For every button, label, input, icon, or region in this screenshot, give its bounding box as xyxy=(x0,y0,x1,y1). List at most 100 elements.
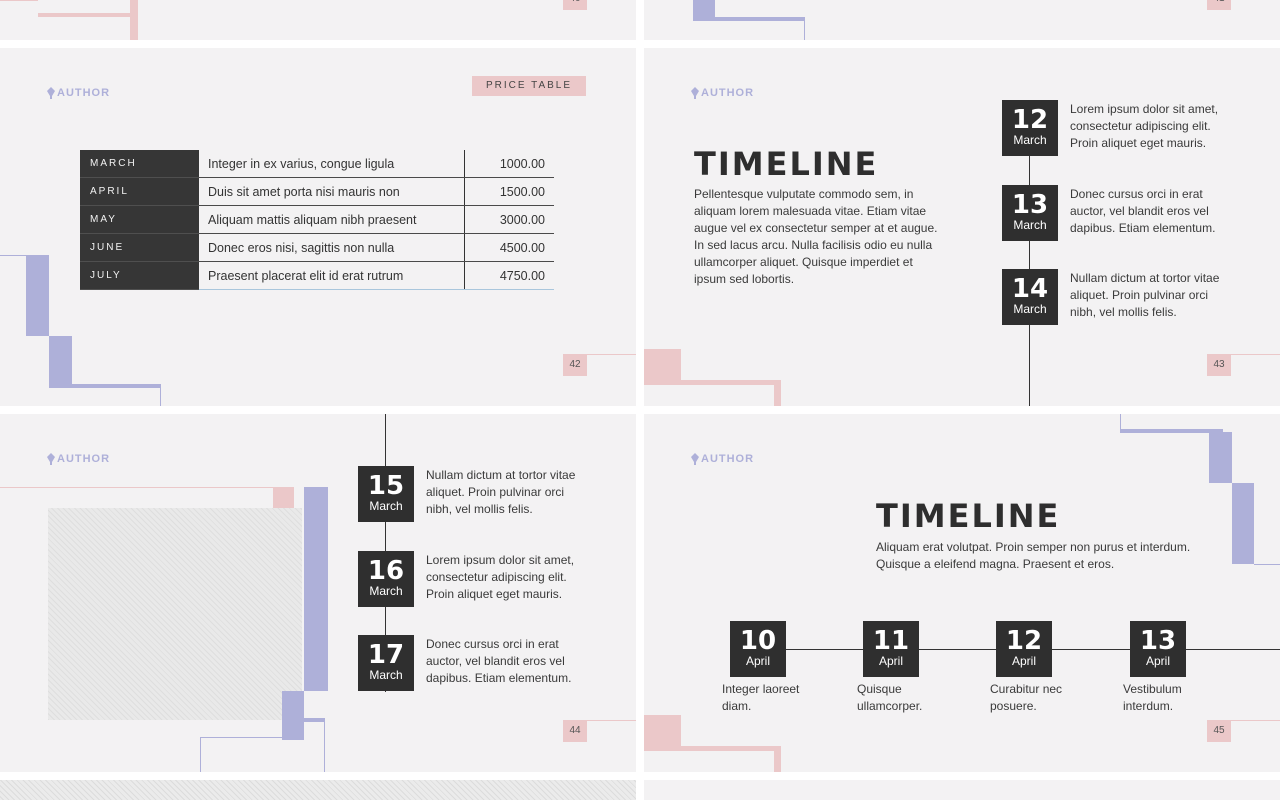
page-number: 40 xyxy=(563,0,587,10)
slide-thumbnail-40[interactable]: 40 xyxy=(0,0,636,40)
page-number: 44 xyxy=(563,720,587,742)
date-badge: 17 March xyxy=(358,635,414,691)
pink-block xyxy=(644,349,681,385)
lavender-block xyxy=(282,691,304,740)
description-cell: Donec eros nisi, sagittis non nulla xyxy=(199,234,465,261)
body-text: Aliquam erat volutpat. Proin semper non … xyxy=(876,540,1191,571)
section-tag: PRICE TABLE xyxy=(472,76,586,96)
table-row: JULY Praesent placerat elit id erat rutr… xyxy=(80,262,554,290)
date-badge: 14 March xyxy=(1002,269,1058,325)
lavender-bar xyxy=(1120,429,1223,433)
table-row: MARCH Integer in ex varius, congue ligul… xyxy=(80,150,554,178)
slide-thumbnail-43[interactable]: AUTHOR TIMELINE Pellentesque vulputate c… xyxy=(644,48,1280,406)
price-cell: 1500.00 xyxy=(499,184,545,199)
event-text: Lorem ipsum dolor sit amet, consectetur … xyxy=(426,553,575,601)
lavender-line xyxy=(200,737,282,738)
body-text: Pellentesque vulputate commodo sem, in a… xyxy=(694,187,938,286)
lavender-bar xyxy=(72,384,160,388)
date-badge: 12 March xyxy=(1002,100,1058,156)
month-cell: JUNE xyxy=(80,234,199,262)
pen-nib-icon xyxy=(47,87,55,99)
lavender-line xyxy=(200,737,201,772)
event-text: Nullam dictum at tortor vitae aliquet. P… xyxy=(426,468,576,516)
event-text: Quisque ullamcorper. xyxy=(857,682,923,713)
month-cell: JULY xyxy=(80,262,199,290)
page-number: 43 xyxy=(1207,354,1231,376)
date-badge: 12 April xyxy=(996,621,1052,677)
author-logo: AUTHOR xyxy=(691,453,754,465)
pen-nib-icon xyxy=(691,87,699,99)
event-text: Donec cursus orci in erat auctor, vel bl… xyxy=(1070,187,1216,235)
description-cell: Praesent placerat elit id erat rutrum xyxy=(199,262,465,289)
slide-thumbnail-46[interactable] xyxy=(0,780,636,800)
author-logo: AUTHOR xyxy=(691,87,754,99)
pink-block xyxy=(774,380,781,406)
lavender-bar xyxy=(715,17,804,21)
event-text: Nullam dictum at tortor vitae aliquet. P… xyxy=(1070,271,1220,319)
table-row: APRIL Duis sit amet porta nisi mauris no… xyxy=(80,178,554,206)
pink-block xyxy=(130,0,138,40)
price-table: MARCH Integer in ex varius, congue ligul… xyxy=(80,150,554,290)
slide-thumbnail-44[interactable]: AUTHOR 15 March Nullam dictum at tortor … xyxy=(0,414,636,772)
lavender-bar xyxy=(304,718,324,722)
pink-block xyxy=(774,746,781,772)
event-text: Lorem ipsum dolor sit amet, consectetur … xyxy=(1070,102,1219,150)
slide-thumbnail-41[interactable]: 41 xyxy=(644,0,1280,40)
table-row: MAY Aliquam mattis aliquam nibh praesent… xyxy=(80,206,554,234)
pink-line xyxy=(586,354,636,355)
pink-bar xyxy=(681,746,781,751)
date-badge: 13 April xyxy=(1130,621,1186,677)
pen-nib-icon xyxy=(47,453,55,465)
pen-nib-icon xyxy=(691,453,699,465)
price-cell: 4500.00 xyxy=(499,240,545,255)
page-number: 42 xyxy=(563,354,587,376)
lavender-block xyxy=(304,487,328,691)
price-cell: 4750.00 xyxy=(499,268,545,283)
lavender-line xyxy=(1254,564,1280,565)
author-logo: AUTHOR xyxy=(47,87,110,99)
page-number: 41 xyxy=(1207,0,1231,10)
date-badge: 16 March xyxy=(358,551,414,607)
description-cell: Duis sit amet porta nisi mauris non xyxy=(199,178,465,205)
lavender-block xyxy=(49,336,72,388)
lavender-line xyxy=(324,718,325,772)
pink-block xyxy=(644,715,681,751)
description-cell: Aliquam mattis aliquam nibh praesent xyxy=(199,206,465,233)
price-cell: 3000.00 xyxy=(499,212,545,227)
timeline-axis xyxy=(1029,100,1030,406)
date-badge: 15 March xyxy=(358,466,414,522)
event-text: Integer laoreet diam. xyxy=(722,682,800,713)
pink-bar xyxy=(681,380,781,385)
slide-thumbnail-47[interactable] xyxy=(644,780,1280,800)
pink-block xyxy=(0,0,38,1)
lavender-line xyxy=(804,17,805,40)
event-text: Vestibulum interdum. xyxy=(1123,682,1182,713)
date-badge: 13 March xyxy=(1002,185,1058,241)
event-text: Curabitur nec posuere. xyxy=(990,682,1063,713)
month-cell: MAY xyxy=(80,206,199,234)
image-placeholder[interactable] xyxy=(48,508,302,720)
pink-line xyxy=(1230,720,1280,721)
page-number: 45 xyxy=(1207,720,1231,742)
lavender-block xyxy=(26,255,49,336)
slide-thumbnail-45[interactable]: AUTHOR TIMELINE Aliquam erat volutpat. P… xyxy=(644,414,1280,772)
description-cell: Integer in ex varius, congue ligula xyxy=(199,150,465,177)
slide-thumbnail-42[interactable]: AUTHOR PRICE TABLE MARCH Integer in ex v… xyxy=(0,48,636,406)
author-logo: AUTHOR xyxy=(47,453,110,465)
price-cell: 1000.00 xyxy=(499,156,545,171)
slide-title: TIMELINE xyxy=(694,145,879,183)
table-row: JUNE Donec eros nisi, sagittis non nulla… xyxy=(80,234,554,262)
lavender-line xyxy=(160,384,161,406)
lavender-block xyxy=(1232,483,1254,564)
lavender-line xyxy=(0,255,26,256)
month-cell: APRIL xyxy=(80,178,199,206)
event-text: Donec cursus orci in erat auctor, vel bl… xyxy=(426,637,572,685)
date-badge: 10 April xyxy=(730,621,786,677)
month-cell: MARCH xyxy=(80,150,199,178)
pink-block xyxy=(273,487,294,508)
pink-line xyxy=(0,487,273,488)
lavender-block xyxy=(1209,432,1232,483)
pink-line xyxy=(1230,354,1280,355)
lavender-block xyxy=(693,0,715,21)
date-badge: 11 April xyxy=(863,621,919,677)
